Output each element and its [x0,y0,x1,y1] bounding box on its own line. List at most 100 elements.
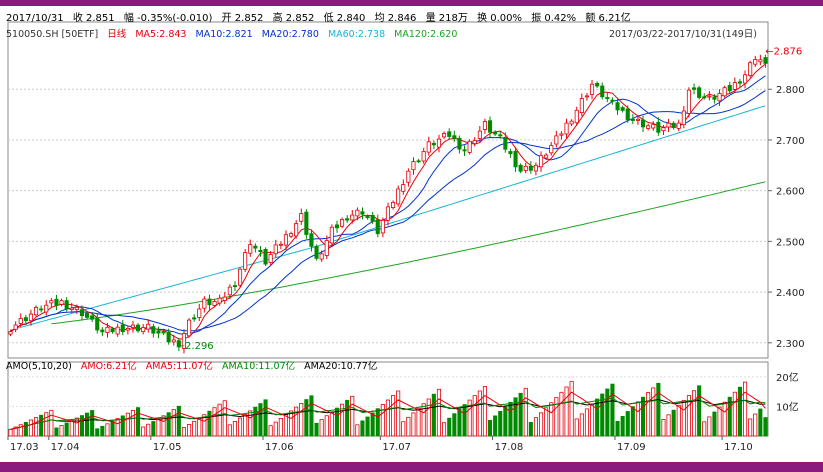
volume-bar [666,414,671,437]
volume-bar [620,415,625,437]
candle-body [447,131,452,137]
volume-bar [559,391,564,437]
candle-body [671,122,676,128]
volume-bar [406,416,411,437]
volume-bar [329,411,334,437]
candle-body [482,121,487,131]
candle-body [380,219,385,234]
price-tick-label: 2.800 [776,85,805,96]
volume-bar [390,395,396,437]
candle-body [243,252,248,270]
volume-bar [85,412,90,437]
volume-bar [411,412,416,437]
candle-body [59,300,64,305]
candle-body [263,248,268,265]
volume-bar [44,412,49,437]
volume-bar [212,407,217,437]
period-label[interactable]: 日线 [107,29,127,40]
price-tick-label: 2.600 [776,187,805,198]
candle-body [651,124,656,129]
ma120-label: MA120:2.620 [394,29,458,40]
volume-bar [125,412,130,437]
candle-body [365,216,370,219]
volume-bar [192,420,197,437]
volume-bar [110,420,115,437]
volume-bar [416,407,421,437]
volume-bar [202,414,207,437]
candle-body [641,119,646,128]
candle-body [472,140,477,144]
volume-bar [130,409,136,437]
candle-body [212,300,217,306]
ma20-label: MA20:2.780 [261,29,319,40]
candle-body [95,318,100,331]
candle-body [345,218,350,221]
volume-bar [171,409,176,437]
candle-body [513,150,518,168]
candle-body [544,154,549,159]
x-tick-label: 17.09 [617,442,646,453]
volume-bar [544,407,549,437]
candle-body [569,120,574,125]
candle-body [186,319,192,337]
volume-bar [166,412,171,437]
candle-body [309,233,314,247]
candle-body [401,184,406,192]
candle-body [192,317,197,320]
volume-bar [712,411,717,437]
quote-open: 开 2.852 [221,13,264,24]
volume-bar [447,417,452,437]
candle-body [151,326,156,334]
candle-body [283,234,288,246]
volume-bar [115,418,120,437]
volume-bar [49,409,54,437]
volume-bar [651,387,656,437]
candle-body [727,85,732,92]
x-tick-label: 17.10 [724,442,753,453]
volume-bar [702,421,707,437]
x-tick-label: 17.08 [495,442,524,453]
volume-bar [630,406,635,437]
volume-bar [253,406,258,437]
candle-body [166,331,171,343]
candle-body [8,331,13,335]
candle-body [487,120,493,133]
candle-body [258,249,263,252]
ama5-label: AMA5:11.07亿 [145,361,213,372]
candle-body [635,118,640,121]
ma-legend: 510050.SH [50ETF] 日线 MA5:2.843 MA10:2.82… [6,26,463,40]
candle-body [712,96,717,100]
volume-bar [350,395,355,437]
x-tick-label: 17.07 [382,442,411,453]
candle-body [120,324,125,332]
candle-body [503,136,508,150]
candle-body [135,324,141,332]
candle-body [431,142,436,146]
candle-body [49,300,54,304]
candle-body [34,306,39,316]
candle-body [273,244,278,255]
volume-bar [263,399,268,437]
candle-body [620,107,625,111]
ma10-label: MA10:2.821 [195,29,253,40]
volume-bar [8,428,13,437]
candle-body [748,62,753,77]
ma120-line [51,181,766,325]
amo-def-label: AMO(5,10,20) [6,361,72,372]
candle-body [737,81,742,84]
candle-body [498,134,503,137]
volume-bar [579,413,584,437]
amo-label: AMO:6.21亿 [80,361,137,372]
candle-body [197,308,202,318]
volume-bar [334,407,339,437]
chart-frame: 2.300 2.400 2.500 2.600 2.700 2.800 10亿 20亿 17.0… [0,6,823,462]
candle-body [207,298,212,306]
volume-bar [273,421,278,437]
candle-body [79,309,85,317]
volume-bar [365,416,370,437]
candle-body [39,308,44,311]
candle-body [467,140,472,153]
candle-body [350,214,355,221]
ma60-label: MA60:2.738 [327,29,386,40]
candle-body [646,125,651,129]
